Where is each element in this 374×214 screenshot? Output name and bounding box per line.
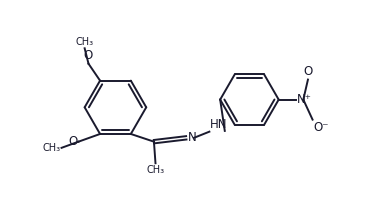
Text: O: O <box>303 65 313 78</box>
Text: CH₃: CH₃ <box>76 37 94 47</box>
Text: O: O <box>84 49 93 62</box>
Text: N⁺: N⁺ <box>296 93 311 106</box>
Text: CH₃: CH₃ <box>147 165 165 175</box>
Text: HN: HN <box>210 118 228 131</box>
Text: O⁻: O⁻ <box>313 121 329 134</box>
Text: N: N <box>188 131 197 144</box>
Text: O: O <box>68 135 78 148</box>
Text: CH₃: CH₃ <box>43 143 61 153</box>
